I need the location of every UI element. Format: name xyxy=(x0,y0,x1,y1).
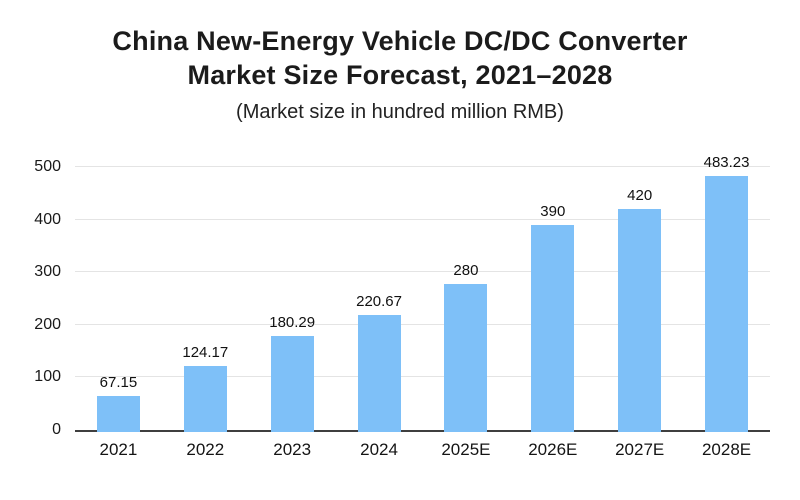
bar-2025E xyxy=(444,283,488,432)
y-tick-label-300: 300 xyxy=(34,263,61,281)
x-tick-label-2026E: 2026E xyxy=(528,440,578,459)
bar-2028E xyxy=(705,175,749,432)
bar-value-label-2025E: 280 xyxy=(453,261,479,279)
y-tick-label-500: 500 xyxy=(34,158,61,175)
bar-value-label-2024: 220.67 xyxy=(356,293,402,311)
bars-container: 67.15 124.17 180.29 220.67 280 390 420 483.23 xyxy=(75,154,770,432)
chart-title-line1: China New-Energy Vehicle DC/DC Converter xyxy=(112,26,688,56)
bar-value-label-2028E: 483.23 xyxy=(703,153,750,171)
x-tick-label-2025E: 2025E xyxy=(441,440,491,459)
bar-value-label-2023: 180.29 xyxy=(269,314,316,332)
bar-column-2027E: 420 xyxy=(596,167,683,432)
bar-column-2021: 67.15 xyxy=(75,167,162,432)
gridline-500 xyxy=(75,166,770,167)
bar-column-2024: 220.67 xyxy=(336,167,423,432)
x-tick-label-2021: 2021 xyxy=(99,440,138,459)
x-tick-label-2028E: 2028E xyxy=(701,440,752,459)
bar-2024 xyxy=(357,315,401,432)
bar-value-label-2021: 67.15 xyxy=(99,374,138,392)
bar-column-2028E: 483.23 xyxy=(683,154,770,432)
bar-2027E xyxy=(618,209,662,432)
gridline-100 xyxy=(75,376,770,378)
y-tick-label-0: 0 xyxy=(52,421,61,438)
bar-2021 xyxy=(96,396,140,432)
gridline-300 xyxy=(75,271,770,273)
bar-column-2025E: 280 xyxy=(423,167,510,432)
x-tick-label-2024: 2024 xyxy=(360,440,398,459)
x-tick-label-2022: 2022 xyxy=(186,440,225,459)
bar-value-label-2022: 124.17 xyxy=(182,344,229,362)
gridline-400 xyxy=(75,218,770,220)
bar-2022 xyxy=(183,366,227,432)
x-tick-label-2027E: 2027E xyxy=(615,440,665,459)
y-tick-label-400: 400 xyxy=(34,210,61,228)
bar-column-2022: 124.17 xyxy=(162,167,249,432)
bar-column-2026E: 390 xyxy=(509,167,596,432)
chart-title-line2: Market Size Forecast, 2021–2028 xyxy=(187,60,613,90)
chart-title: China New-Energy Vehicle DC/DC Converter… xyxy=(0,24,800,92)
bar-2023 xyxy=(270,336,314,432)
bar-value-label-2027E: 420 xyxy=(627,187,653,205)
bar-2026E xyxy=(531,225,575,432)
y-tick-label-200: 200 xyxy=(34,315,61,333)
y-tick-label-100: 100 xyxy=(34,368,61,386)
x-axis-labels: 2021 2022 2023 2024 2025E 2026E 2027E 2028E xyxy=(75,440,770,460)
x-tick-label-2023: 2023 xyxy=(273,440,312,459)
chart-subtitle: (Market size in hundred million RMB) xyxy=(236,101,564,123)
plot-area: 0 100 200 300 400 500 xyxy=(34,158,770,438)
gridline-200 xyxy=(75,323,770,325)
bar-column-2023: 180.29 xyxy=(249,167,336,432)
plot-wrap: 0 100 200 300 400 500 67.15 124.17 180.29 220.67… xyxy=(34,154,770,438)
bar-value-label-2026E: 390 xyxy=(540,203,566,221)
